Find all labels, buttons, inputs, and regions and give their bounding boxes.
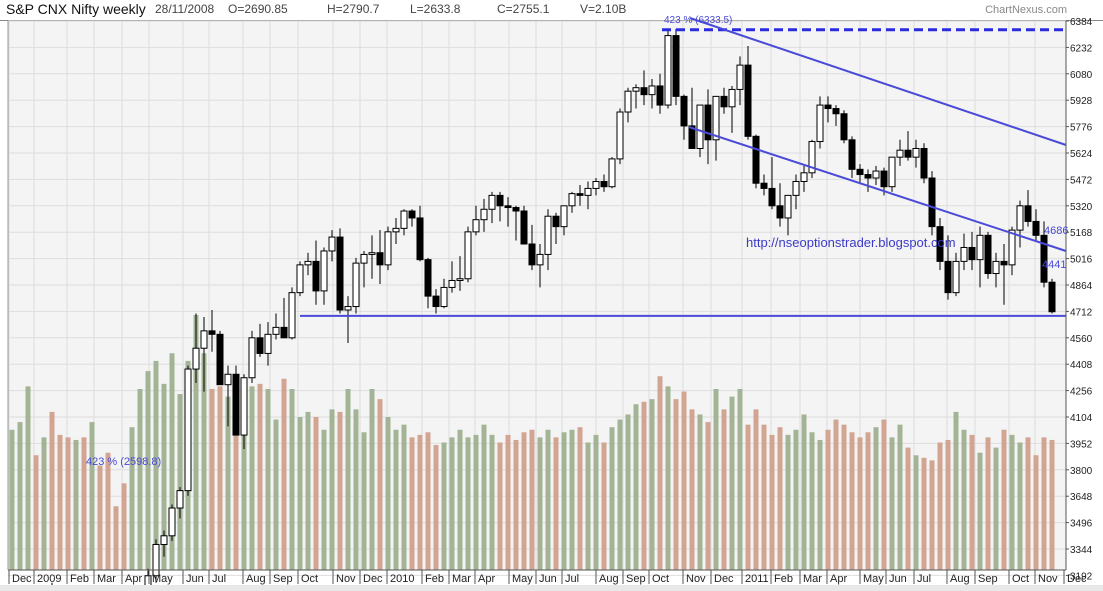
svg-text:4712: 4712 xyxy=(1070,307,1093,318)
svg-text:Dec: Dec xyxy=(363,573,383,585)
svg-text:4686: 4686 xyxy=(1044,225,1068,237)
svg-text:5776: 5776 xyxy=(1070,123,1093,134)
candlesticks xyxy=(27,28,1056,591)
svg-text:Dec: Dec xyxy=(1067,573,1087,585)
svg-text:5016: 5016 xyxy=(1070,255,1093,266)
svg-text:423 % (2598.8): 423 % (2598.8) xyxy=(86,456,161,468)
svg-text:4104: 4104 xyxy=(1070,413,1093,424)
svg-text:4864: 4864 xyxy=(1070,281,1093,292)
chart-header: S&P CNX Nifty weekly 28/11/2008 O=2690.8… xyxy=(0,0,1103,21)
svg-text:http://nseoptionstrader.blogsp: http://nseoptionstrader.blogspot.com xyxy=(746,235,956,250)
bar-date: 28/11/2008 xyxy=(155,2,215,16)
svg-text:Sep: Sep xyxy=(978,573,998,585)
svg-text:5168: 5168 xyxy=(1070,228,1093,239)
svg-text:Nov: Nov xyxy=(1038,573,1058,585)
svg-text:May: May xyxy=(863,573,884,585)
open-value: O=2690.85 xyxy=(228,2,288,16)
svg-text:6232: 6232 xyxy=(1070,43,1093,54)
svg-text:5928: 5928 xyxy=(1070,96,1093,107)
svg-text:Feb: Feb xyxy=(774,573,793,585)
svg-text:3800: 3800 xyxy=(1070,466,1093,477)
close-value: C=2755.1 xyxy=(497,2,550,16)
annotations: http://nseoptionstrader.blogspot.com 4686… xyxy=(86,15,1068,468)
svg-text:Apr: Apr xyxy=(830,573,847,585)
svg-text:Apr: Apr xyxy=(478,573,495,585)
svg-text:Nov: Nov xyxy=(336,573,356,585)
svg-text:3192: 3192 xyxy=(1070,571,1093,582)
y-axis: 6384 6232 6080 5928 5776 5624 5472 5320 5168 5016… xyxy=(1065,17,1093,582)
trend-lines xyxy=(300,17,1067,317)
svg-text:May: May xyxy=(512,573,533,585)
svg-text:5320: 5320 xyxy=(1070,202,1093,213)
svg-text:4256: 4256 xyxy=(1070,387,1093,398)
chart-scrollbar[interactable] xyxy=(0,585,1103,591)
svg-text:Aug: Aug xyxy=(246,573,266,585)
svg-text:2011: 2011 xyxy=(745,573,769,585)
svg-text:2009: 2009 xyxy=(37,573,61,585)
svg-text:Apr: Apr xyxy=(125,573,142,585)
svg-text:Jul: Jul xyxy=(565,573,579,585)
svg-text:Jun: Jun xyxy=(539,573,557,585)
svg-text:5472: 5472 xyxy=(1070,175,1093,186)
svg-text:Jun: Jun xyxy=(889,573,907,585)
svg-text:4408: 4408 xyxy=(1070,360,1093,371)
x-axis: Dec 2009 Feb Mar Apr May Jun Jul Aug Sep Oct Nov Dec… xyxy=(7,21,1087,585)
svg-text:Oct: Oct xyxy=(301,573,318,585)
svg-text:Feb: Feb xyxy=(425,573,444,585)
volume-bars xyxy=(9,315,1055,570)
svg-text:Aug: Aug xyxy=(599,573,619,585)
svg-text:5624: 5624 xyxy=(1070,149,1093,160)
volume-value: V=2.10B xyxy=(580,2,627,16)
watermark: ChartNexus.com xyxy=(985,4,1067,16)
high-value: H=2790.7 xyxy=(327,2,380,16)
low-value: L=2633.8 xyxy=(410,2,461,16)
svg-text:Sep: Sep xyxy=(626,573,646,585)
svg-text:Jul: Jul xyxy=(917,573,931,585)
svg-text:4560: 4560 xyxy=(1070,334,1093,345)
svg-text:3496: 3496 xyxy=(1070,519,1093,530)
svg-text:Dec: Dec xyxy=(714,573,734,585)
svg-text:Jul: Jul xyxy=(212,573,226,585)
svg-text:Nov: Nov xyxy=(686,573,706,585)
svg-text:3648: 3648 xyxy=(1070,492,1093,503)
svg-text:May: May xyxy=(152,573,173,585)
svg-text:3952: 3952 xyxy=(1070,439,1093,450)
svg-text:3344: 3344 xyxy=(1070,545,1093,556)
chart-title: S&P CNX Nifty weekly xyxy=(6,1,146,17)
svg-text:Mar: Mar xyxy=(452,573,471,585)
svg-text:423 % (6333.5): 423 % (6333.5) xyxy=(664,15,732,26)
svg-text:Sep: Sep xyxy=(273,573,293,585)
svg-text:Oct: Oct xyxy=(652,573,669,585)
svg-text:4441: 4441 xyxy=(1042,259,1066,271)
svg-text:Mar: Mar xyxy=(803,573,822,585)
svg-text:Oct: Oct xyxy=(1012,573,1029,585)
svg-text:Aug: Aug xyxy=(950,573,970,585)
svg-text:2010: 2010 xyxy=(390,573,414,585)
svg-text:Mar: Mar xyxy=(97,573,116,585)
svg-text:Jun: Jun xyxy=(186,573,204,585)
svg-text:6080: 6080 xyxy=(1070,70,1093,81)
svg-text:Dec: Dec xyxy=(12,573,32,585)
svg-text:Feb: Feb xyxy=(70,573,89,585)
svg-text:6384: 6384 xyxy=(1070,17,1093,28)
